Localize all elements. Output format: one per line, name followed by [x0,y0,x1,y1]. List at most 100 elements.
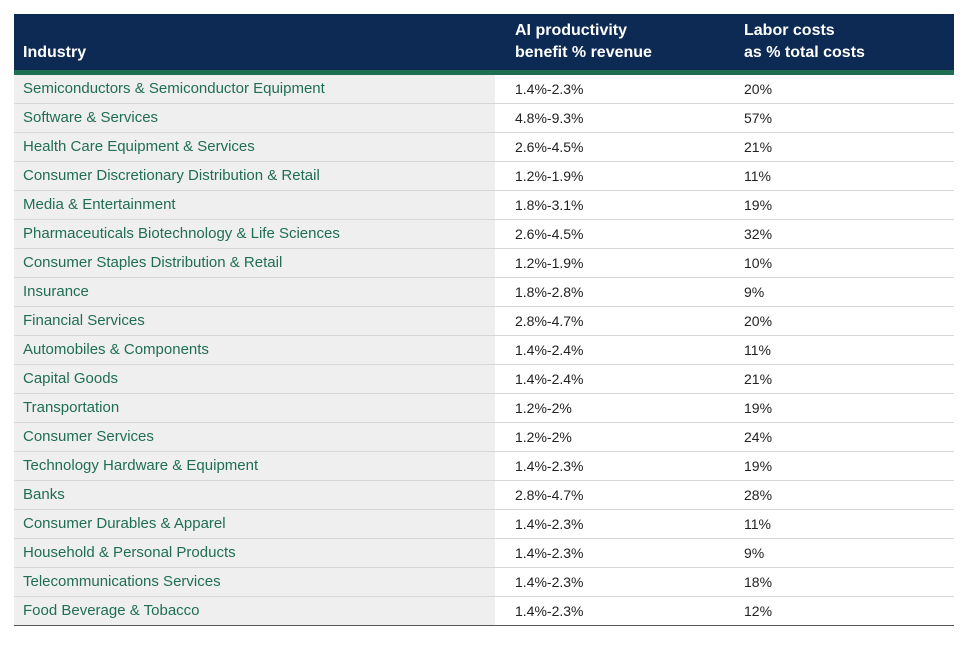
ai-benefit-cell: 1.2%-1.9% [515,255,584,271]
values-cell-bg [495,510,954,539]
industry-cell: Semiconductors & Semiconductor Equipment [23,80,325,97]
labor-costs-cell: 11% [744,168,771,184]
industry-cell-bg [14,365,495,394]
values-cell-bg [495,365,954,394]
industry-cell: Health Care Equipment & Services [23,138,255,155]
values-cell-bg [495,336,954,365]
ai-benefit-cell: 1.4%-2.3% [515,516,584,532]
table-row: Health Care Equipment & Services 2.6%-4.5… [14,133,954,162]
table-row: Transportation 1.2%-2% 19% [14,394,954,423]
industry-cell: Telecommunications Services [23,573,221,590]
table-row: Pharmaceuticals Biotechnology & Life Sci… [14,220,954,249]
ai-benefit-cell: 2.6%-4.5% [515,226,584,242]
industry-cell-bg [14,162,495,191]
industry-cell-bg [14,510,495,539]
industry-cell-bg [14,307,495,336]
labor-costs-cell: 28% [744,487,773,503]
header-labor-line2: as % total costs [744,44,865,61]
labor-costs-cell: 19% [744,458,773,474]
header-industry: Industry [23,42,86,64]
ai-benefit-cell: 1.4%-2.3% [515,574,584,590]
industry-cell-bg [14,568,495,597]
labor-costs-cell: 9% [744,545,765,561]
table-row: Technology Hardware & Equipment 1.4%-2.3%… [14,452,954,481]
industry-cell-bg [14,394,495,423]
ai-benefit-cell: 1.2%-1.9% [515,168,584,184]
header-industry-label: Industry [23,44,87,61]
ai-benefit-cell: 1.4%-2.3% [515,545,584,561]
industry-cell: Capital Goods [23,370,119,387]
table-row: Household & Personal Products 1.4%-2.3% 9% [14,539,954,568]
table-row: Consumer Discretionary Distribution & Re… [14,162,954,191]
labor-costs-cell: 21% [744,371,773,387]
industry-cell-bg [14,423,495,452]
industry-cell-bg [14,133,495,162]
industry-cell-bg [14,75,495,104]
table-header: Industry AI productivity benefit % reven… [14,14,954,70]
industry-cell-bg [14,597,495,626]
labor-costs-cell: 19% [744,197,773,213]
labor-costs-cell: 57% [744,110,773,126]
industry-cell-bg [14,191,495,220]
ai-benefit-cell: 1.8%-2.8% [515,284,584,300]
header-labor-line1: Labor costs [744,22,835,39]
labor-costs-cell: 9% [744,284,765,300]
header-ai-benefit: AI productivity benefit % revenue [515,20,652,64]
industry-cell-bg [14,278,495,307]
ai-benefit-cell: 2.8%-4.7% [515,487,584,503]
table-row: Automobiles & Components 1.4%-2.4% 11% [14,336,954,365]
industry-cell-bg [14,220,495,249]
ai-benefit-cell: 1.4%-2.4% [515,371,584,387]
labor-costs-cell: 18% [744,574,773,590]
header-accent-rule [14,70,954,75]
labor-costs-cell: 10% [744,255,773,271]
industry-table: Industry AI productivity benefit % reven… [14,14,954,626]
values-cell-bg [495,307,954,336]
labor-costs-cell: 32% [744,226,773,242]
values-cell-bg [495,539,954,568]
industry-cell: Food Beverage & Tobacco [23,602,200,619]
values-cell-bg [495,162,954,191]
industry-cell: Technology Hardware & Equipment [23,457,259,474]
industry-cell-bg [14,539,495,568]
table-row: Financial Services 2.8%-4.7% 20% [14,307,954,336]
table-row: Consumer Durables & Apparel 1.4%-2.3% 11% [14,510,954,539]
labor-costs-cell: 20% [744,313,773,329]
values-cell-bg [495,597,954,626]
industry-cell: Household & Personal Products [23,544,236,561]
labor-costs-cell: 11% [744,516,771,532]
industry-cell: Consumer Services [23,428,154,445]
ai-benefit-cell: 1.4%-2.3% [515,458,584,474]
industry-cell: Banks [23,486,65,503]
table-row: Telecommunications Services 1.4%-2.3% 18% [14,568,954,597]
industry-cell-bg [14,249,495,278]
table-row: Semiconductors & Semiconductor Equipment… [14,75,954,104]
ai-benefit-cell: 4.8%-9.3% [515,110,584,126]
values-cell-bg [495,394,954,423]
ai-benefit-cell: 1.8%-3.1% [515,197,584,213]
industry-cell: Automobiles & Components [23,341,209,358]
table-body: Semiconductors & Semiconductor Equipment… [14,75,954,626]
industry-cell: Insurance [23,283,89,300]
industry-cell: Consumer Durables & Apparel [23,515,226,532]
table-row: Consumer Services 1.2%-2% 24% [14,423,954,452]
values-cell-bg [495,133,954,162]
values-cell-bg [495,568,954,597]
ai-benefit-cell: 2.8%-4.7% [515,313,584,329]
industry-cell-bg [14,104,495,133]
table-row: Banks 2.8%-4.7% 28% [14,481,954,510]
table-row: Insurance 1.8%-2.8% 9% [14,278,954,307]
values-cell-bg [495,191,954,220]
values-cell-bg [495,481,954,510]
values-cell-bg [495,75,954,104]
labor-costs-cell: 12% [744,603,773,619]
labor-costs-cell: 11% [744,342,771,358]
industry-cell-bg [14,336,495,365]
industry-cell: Consumer Staples Distribution & Retail [23,254,283,271]
values-cell-bg [495,278,954,307]
header-ai-line2: benefit % revenue [515,44,652,61]
ai-benefit-cell: 1.4%-2.3% [515,603,584,619]
industry-cell: Media & Entertainment [23,196,176,213]
values-cell-bg [495,249,954,278]
table-row: Capital Goods 1.4%-2.4% 21% [14,365,954,394]
